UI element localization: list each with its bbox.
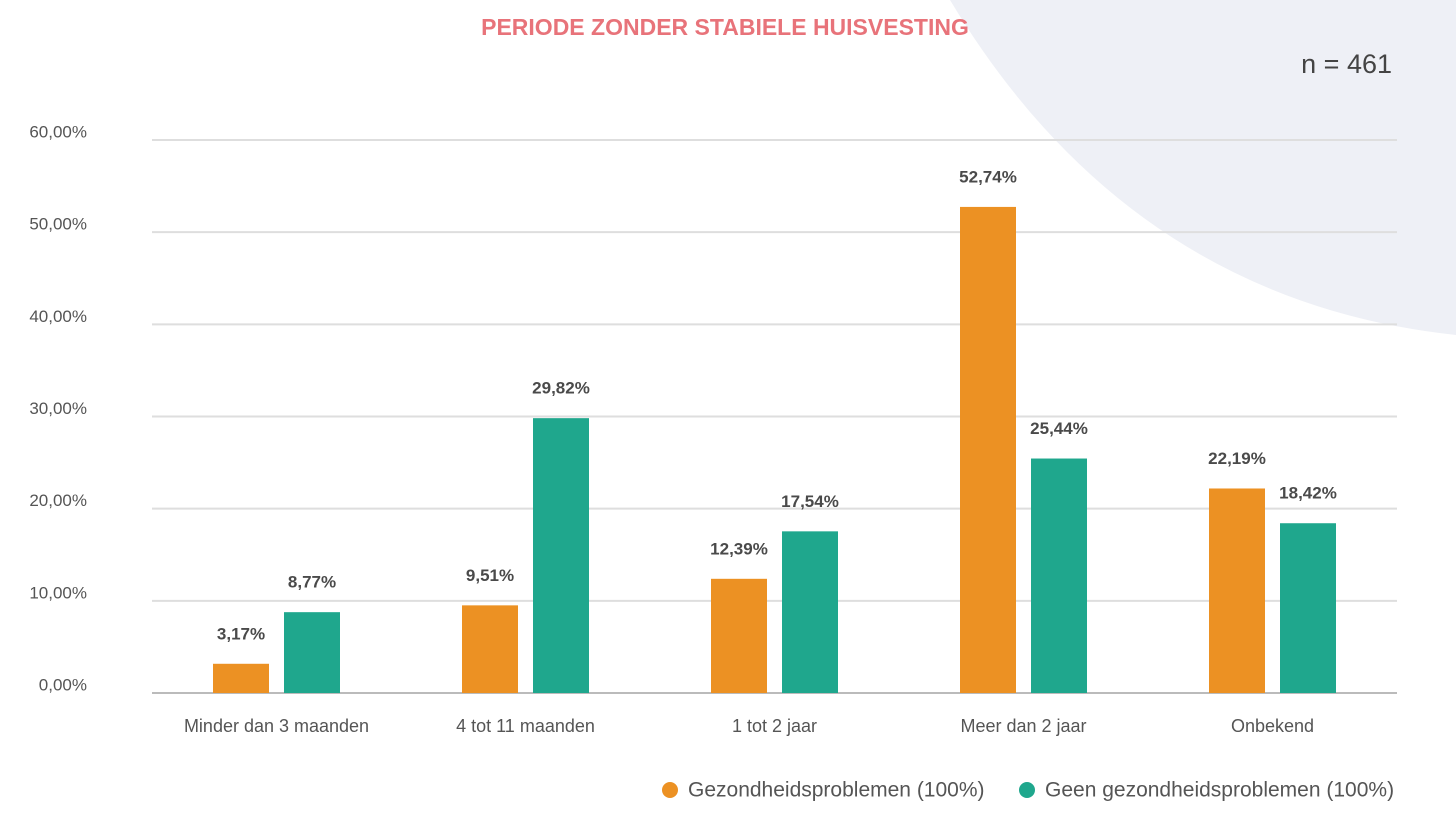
value-label: 22,19% <box>1208 449 1266 468</box>
value-label: 52,74% <box>959 167 1017 186</box>
y-tick-label: 10,00% <box>29 583 87 602</box>
bar <box>711 578 767 693</box>
legend-label: Geen gezondheidsproblemen (100%) <box>1045 779 1394 802</box>
bar <box>1209 488 1265 693</box>
background-shape <box>950 0 1456 335</box>
x-tick-label: Meer dan 2 jaar <box>960 716 1086 736</box>
annotation: n = 461 <box>1301 49 1392 79</box>
bar <box>1031 458 1087 693</box>
value-label: 18,42% <box>1279 484 1337 503</box>
y-tick-label: 20,00% <box>29 491 87 510</box>
legend-marker <box>1019 782 1035 798</box>
y-tick-label: 30,00% <box>29 399 87 418</box>
legend-marker <box>662 782 678 798</box>
value-label: 12,39% <box>710 539 768 558</box>
legend-label: Gezondheidsproblemen (100%) <box>688 779 985 802</box>
value-label: 3,17% <box>217 624 265 643</box>
value-label: 9,51% <box>466 566 514 585</box>
x-tick-label: Onbekend <box>1231 716 1314 736</box>
chart-title: PERIODE ZONDER STABIELE HUISVESTING <box>481 14 969 40</box>
bar <box>1280 523 1336 693</box>
y-tick-label: 0,00% <box>39 675 87 694</box>
bar <box>782 531 838 693</box>
bar <box>960 206 1016 693</box>
bar <box>213 663 269 693</box>
bar <box>533 418 589 693</box>
y-tick-label: 40,00% <box>29 307 87 326</box>
bar <box>284 612 340 693</box>
x-tick-label: 1 tot 2 jaar <box>732 716 817 736</box>
y-tick-label: 60,00% <box>29 122 87 141</box>
bar <box>462 605 518 693</box>
y-tick-label: 50,00% <box>29 215 87 234</box>
value-label: 29,82% <box>532 379 590 398</box>
value-label: 8,77% <box>288 573 336 592</box>
value-label: 17,54% <box>781 492 839 511</box>
x-tick-label: 4 tot 11 maanden <box>456 716 595 736</box>
value-label: 25,44% <box>1030 419 1088 438</box>
x-tick-label: Minder dan 3 maanden <box>184 716 369 736</box>
